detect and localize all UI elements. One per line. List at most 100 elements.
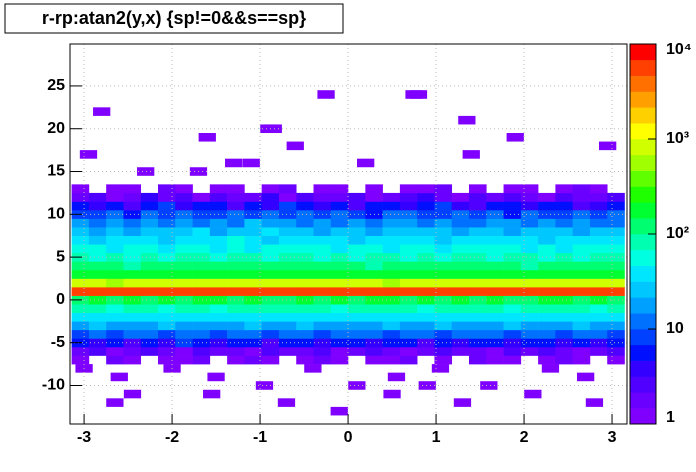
- heat-cell: [572, 329, 591, 339]
- heat-cell: [261, 184, 280, 194]
- heat-cell: [417, 184, 435, 194]
- heat-cell: [468, 244, 487, 254]
- heat-cell: [304, 364, 322, 373]
- heat-cell: [555, 244, 573, 254]
- heat-cell: [486, 304, 504, 314]
- heat-cell: [538, 218, 556, 228]
- heat-cell: [71, 287, 90, 296]
- heat-cell: [227, 235, 245, 245]
- heat-cell: [123, 389, 142, 399]
- heat-cell: [520, 244, 539, 254]
- heat-cell: [140, 201, 159, 211]
- heat-cell: [209, 329, 228, 339]
- heat-cell: [399, 269, 418, 279]
- heat-cell: [296, 304, 314, 314]
- heat-cell: [434, 278, 453, 288]
- heat-cell: [387, 372, 406, 382]
- heat-cell: [255, 381, 274, 390]
- heat-cell: [348, 346, 366, 356]
- heat-cell: [175, 192, 193, 202]
- heat-cell: [244, 278, 262, 288]
- heat-cell: [365, 321, 383, 331]
- heat-cell: [296, 269, 314, 279]
- heat-cell: [192, 304, 211, 314]
- heat-cell: [88, 218, 107, 228]
- heat-cell: [209, 244, 228, 254]
- heat-cell: [468, 346, 487, 356]
- heat-cell: [313, 201, 332, 211]
- heat-cell: [383, 389, 401, 399]
- heat-cell: [451, 346, 470, 356]
- heat-cell: [110, 372, 128, 382]
- heat-cell: [313, 244, 332, 254]
- heat-cell: [468, 329, 487, 339]
- heat-cell: [278, 278, 297, 288]
- heat-cell: [589, 269, 608, 279]
- heat-cell: [106, 218, 124, 228]
- heat-cell: [227, 329, 245, 339]
- heat-cell: [607, 227, 625, 237]
- heat-cell: [434, 269, 453, 279]
- heat-cell: [296, 201, 314, 211]
- heat-cell: [158, 312, 176, 322]
- heat-cell: [192, 338, 211, 348]
- heat-cell: [278, 338, 297, 348]
- heat-cell: [434, 192, 453, 202]
- heat-cell: [71, 235, 90, 245]
- heat-cell: [486, 210, 504, 219]
- heat-cell: [434, 338, 453, 348]
- heat-cell: [607, 252, 625, 262]
- heat-cell: [140, 287, 159, 296]
- heat-cell: [399, 295, 418, 305]
- heat-cell: [572, 312, 591, 322]
- heat-cell: [244, 338, 262, 348]
- heat-cell: [382, 346, 401, 356]
- heat-cell: [225, 158, 243, 168]
- heat-cell: [106, 192, 124, 202]
- x-tick-label: 2: [520, 429, 529, 446]
- heat-cell: [418, 381, 436, 390]
- heat-cell: [175, 278, 193, 288]
- heat-cell: [123, 244, 142, 254]
- heat-cell: [88, 210, 107, 219]
- colorbar-tick-label: 10²: [666, 225, 689, 242]
- heat-cell: [434, 321, 453, 331]
- heat-cell: [209, 184, 228, 194]
- heat-cell: [71, 218, 90, 228]
- heat-cell: [555, 338, 573, 348]
- heat-cell: [140, 269, 159, 279]
- heat-cell: [175, 329, 193, 339]
- heat-cell: [538, 269, 556, 279]
- heat-cell: [261, 321, 280, 331]
- heat-cell: [140, 218, 159, 228]
- heat-cell: [261, 278, 280, 288]
- heat-cell: [399, 235, 418, 245]
- heat-cell: [538, 321, 556, 331]
- heat-cell: [399, 227, 418, 237]
- heat-cell: [607, 192, 625, 202]
- heat-cell: [140, 235, 159, 245]
- heat-cell: [123, 192, 142, 202]
- heat-cell: [503, 252, 522, 262]
- heat-cell: [192, 192, 211, 202]
- heat-cell: [607, 287, 625, 296]
- heat-cell: [106, 235, 124, 245]
- heat-cell: [399, 329, 418, 339]
- heat-cell: [227, 252, 245, 262]
- heat-cell: [175, 269, 193, 279]
- heat-cell: [451, 321, 470, 331]
- heat-cell: [158, 227, 176, 237]
- heat-cell: [278, 304, 297, 314]
- heat-cell: [242, 158, 260, 168]
- heat-cell: [399, 278, 418, 288]
- heat-cell: [192, 210, 211, 219]
- heat-cell: [296, 338, 314, 348]
- heat-cell: [451, 312, 470, 322]
- heat-cell: [88, 346, 107, 356]
- heat-cell: [365, 235, 383, 245]
- heat-cell: [106, 321, 124, 331]
- heat-cell: [468, 218, 487, 228]
- heat-cell: [572, 304, 591, 314]
- heat-cell: [88, 329, 107, 339]
- heat-cell: [158, 201, 176, 211]
